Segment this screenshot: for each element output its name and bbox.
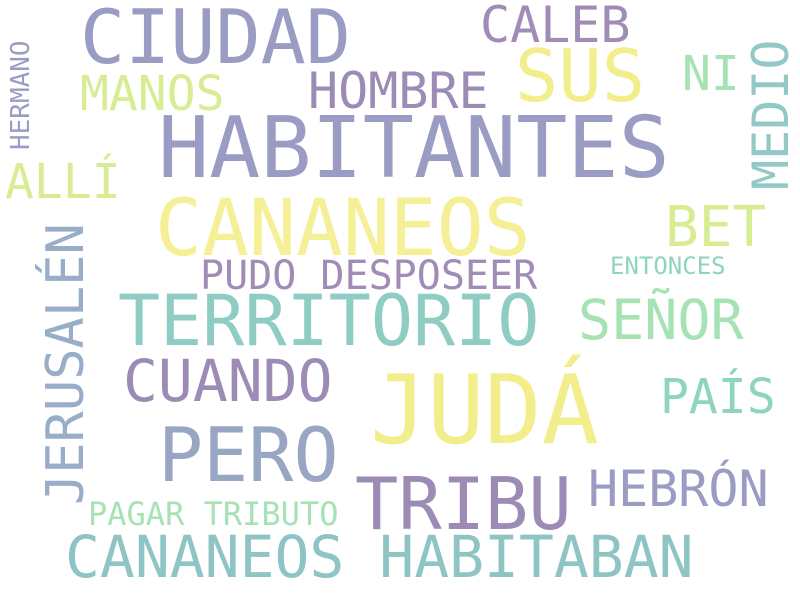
word-caleb: CALEB xyxy=(480,0,631,54)
word-ciudad: CIUDAD xyxy=(80,0,351,81)
word-entonces: ENTONCES xyxy=(610,252,726,280)
word-hermano: HERMANO xyxy=(6,40,36,150)
word-habitantes: HABITANTES xyxy=(158,99,670,198)
word-hombre: HOMBRE xyxy=(308,62,489,120)
word-ni: NI xyxy=(682,46,740,102)
word-hebron: HEBRÓN xyxy=(588,460,769,518)
word-cananeos: CANANEOS xyxy=(155,184,531,274)
word-tribu: TRIBU xyxy=(355,462,572,546)
word-territorio: TERRITORIO xyxy=(118,280,540,362)
word-jerusalen: JERUSALÉN xyxy=(36,223,96,505)
word-pagar-tributo: PAGAR TRIBUTO xyxy=(88,495,339,533)
word-senor: SEÑOR xyxy=(578,288,744,352)
word-cuando: CUANDO xyxy=(123,347,333,415)
word-pero: PERO xyxy=(158,411,339,499)
word-alli: ALLÍ xyxy=(5,154,121,210)
word-manos: MANOS xyxy=(80,66,225,122)
word-pais: PAÍS xyxy=(660,369,776,425)
word-juda: JUDÁ xyxy=(370,356,599,466)
word-bet: BET xyxy=(665,195,767,260)
word-pudo-desposeer: PUDO DESPOSEER xyxy=(200,253,538,299)
word-cananeos-habitaban: CANANEOS HABITABAN xyxy=(65,523,694,591)
word-sus: SUS xyxy=(515,34,646,118)
word-medio: MEDIO xyxy=(742,39,800,190)
